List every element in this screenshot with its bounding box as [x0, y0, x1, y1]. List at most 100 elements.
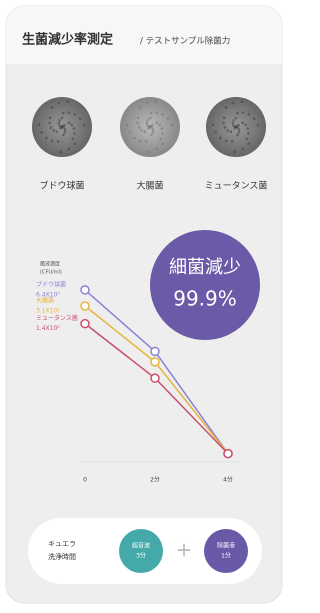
- texture: [161, 142, 164, 145]
- texture: [61, 117, 64, 120]
- texture: [139, 106, 142, 109]
- texture: [232, 102, 235, 105]
- texture: [67, 121, 70, 124]
- texture: [242, 148, 245, 151]
- texture: [225, 140, 228, 143]
- texture: [138, 126, 141, 129]
- footer-label: 洗浄時間: [48, 552, 76, 561]
- texture: [145, 140, 148, 143]
- x-tick-label: 4分: [223, 476, 233, 484]
- point: [151, 374, 159, 382]
- texture: [161, 113, 164, 116]
- badge-value: 99.9%: [173, 287, 237, 311]
- sample-label: 大腸菌: [136, 180, 163, 192]
- texture: [231, 140, 234, 143]
- texture: [148, 151, 151, 154]
- texture: [58, 102, 61, 105]
- texture: [66, 100, 69, 103]
- point: [81, 320, 89, 328]
- texture: [64, 131, 67, 134]
- texture: [233, 127, 236, 130]
- texture: [73, 113, 76, 116]
- texture: [147, 127, 150, 130]
- texture: [50, 126, 53, 129]
- texture: [232, 119, 235, 122]
- texture: [241, 111, 244, 114]
- texture: [240, 100, 243, 103]
- texture: [235, 117, 238, 120]
- texture: [48, 122, 51, 125]
- step-circle: [119, 529, 163, 573]
- texture: [223, 117, 226, 120]
- texture: [236, 134, 239, 137]
- texture: [56, 130, 59, 133]
- texture: [136, 122, 139, 125]
- texture: [62, 112, 65, 115]
- texture: [150, 134, 153, 137]
- point: [81, 286, 89, 294]
- texture: [161, 132, 164, 135]
- page: 生菌減少率測定 / テストサンプル除菌力 細菌減少 99.9% ブドウ球菌大腸菌…: [0, 0, 288, 609]
- texture: [155, 111, 158, 114]
- texture: [158, 124, 161, 127]
- texture: [241, 121, 244, 124]
- sample-label: ブドウ球菌: [39, 180, 84, 192]
- texture: [257, 124, 260, 127]
- texture: [214, 131, 217, 134]
- texture: [149, 117, 152, 120]
- texture: [73, 127, 76, 130]
- texture: [126, 124, 129, 127]
- texture: [247, 132, 250, 135]
- texture: [137, 117, 140, 120]
- texture: [60, 151, 63, 154]
- texture: [71, 138, 74, 141]
- texture: [38, 124, 41, 127]
- step-circle: [204, 529, 248, 573]
- texture: [51, 106, 54, 109]
- point: [151, 347, 159, 355]
- point: [224, 450, 232, 458]
- series-name: ブドウ球菌: [36, 280, 66, 288]
- series-name: 大腸菌: [36, 296, 54, 304]
- texture: [140, 129, 143, 132]
- texture: [59, 127, 62, 130]
- texture: [151, 124, 154, 127]
- value-label: 1.4X10⁵: [36, 325, 60, 332]
- operator: +: [176, 538, 193, 562]
- texture: [245, 138, 248, 141]
- badge: [150, 230, 260, 340]
- texture: [224, 126, 227, 129]
- y-axis-label: 菌液濃度: [40, 261, 60, 268]
- texture: [230, 130, 233, 133]
- texture: [145, 122, 148, 125]
- texture: [244, 124, 247, 127]
- texture: [83, 124, 86, 127]
- texture: [253, 117, 256, 120]
- x-tick-label: 0: [83, 477, 87, 484]
- badge-label: 細菌減少: [169, 257, 241, 278]
- texture: [146, 124, 149, 127]
- texture: [237, 124, 240, 127]
- texture: [226, 129, 229, 132]
- texture: [51, 140, 54, 143]
- step-time: 1分: [221, 552, 231, 560]
- texture: [49, 117, 52, 120]
- y-axis-label: (CFU/ml): [40, 270, 62, 276]
- texture: [128, 131, 131, 134]
- texture: [70, 124, 73, 127]
- texture: [62, 134, 65, 137]
- texture: [73, 142, 76, 145]
- texture: [144, 130, 147, 133]
- texture: [238, 128, 241, 131]
- texture: [73, 132, 76, 135]
- texture: [58, 124, 61, 127]
- step-time: 3分: [136, 552, 146, 560]
- texture: [150, 112, 153, 115]
- step-name: 除菌液: [217, 542, 235, 550]
- texture: [133, 137, 136, 140]
- subtitle: / テストサンプル除菌力: [140, 36, 230, 47]
- series-name: ミュータンス菌: [36, 314, 78, 322]
- texture: [167, 117, 170, 120]
- texture: [212, 124, 215, 127]
- texture: [146, 102, 149, 105]
